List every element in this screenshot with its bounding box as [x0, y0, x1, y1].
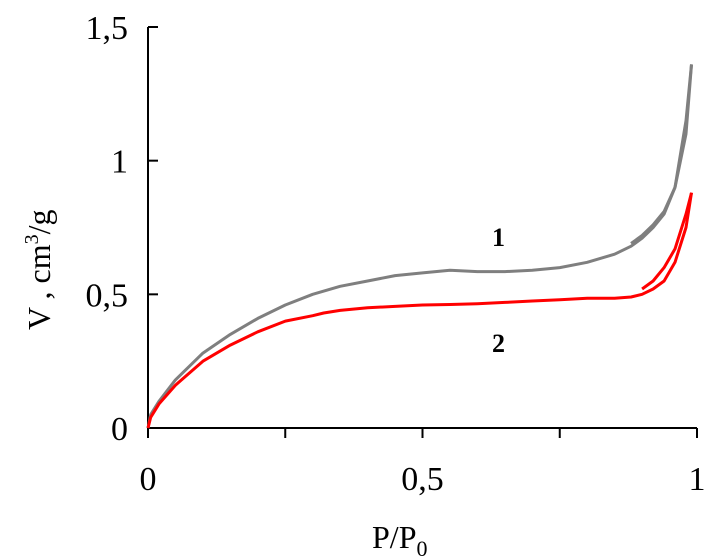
y-tick-label: 0,5 [86, 277, 129, 314]
y-axis-title: V , cm3/g [21, 209, 57, 330]
x-tick-label: 1 [689, 461, 706, 498]
series-label-2: 2 [492, 329, 505, 358]
series-2-adsorption-line [146, 192, 693, 429]
y-axis-title-unit: /g [21, 209, 57, 234]
x-tick-label: 0,5 [401, 461, 444, 498]
axes [147, 26, 698, 438]
series-1-adsorption-line [146, 64, 693, 429]
series-2 [146, 192, 693, 429]
series-2-desorption-line [641, 192, 693, 291]
tick-labels: 0 0,5 1 1,5 0 0,5 1 [86, 10, 706, 498]
y-tick-label: 1,5 [86, 10, 129, 47]
x-axis-title-sub: 0 [416, 536, 427, 558]
series-layer [146, 64, 693, 429]
y-axis-title-main: V , cm [21, 244, 57, 330]
y-tick-label: 1 [111, 144, 128, 181]
x-axis-title-main: P/P [372, 519, 416, 555]
y-tick-label: 0 [111, 411, 128, 448]
series-1-desorption-line [630, 64, 693, 245]
y-axis-title-sup: 3 [21, 234, 43, 244]
series-label-1: 1 [492, 223, 505, 252]
x-axis-title: P/P0 [372, 519, 427, 558]
series-1 [146, 64, 693, 429]
x-tick-label: 0 [140, 461, 157, 498]
